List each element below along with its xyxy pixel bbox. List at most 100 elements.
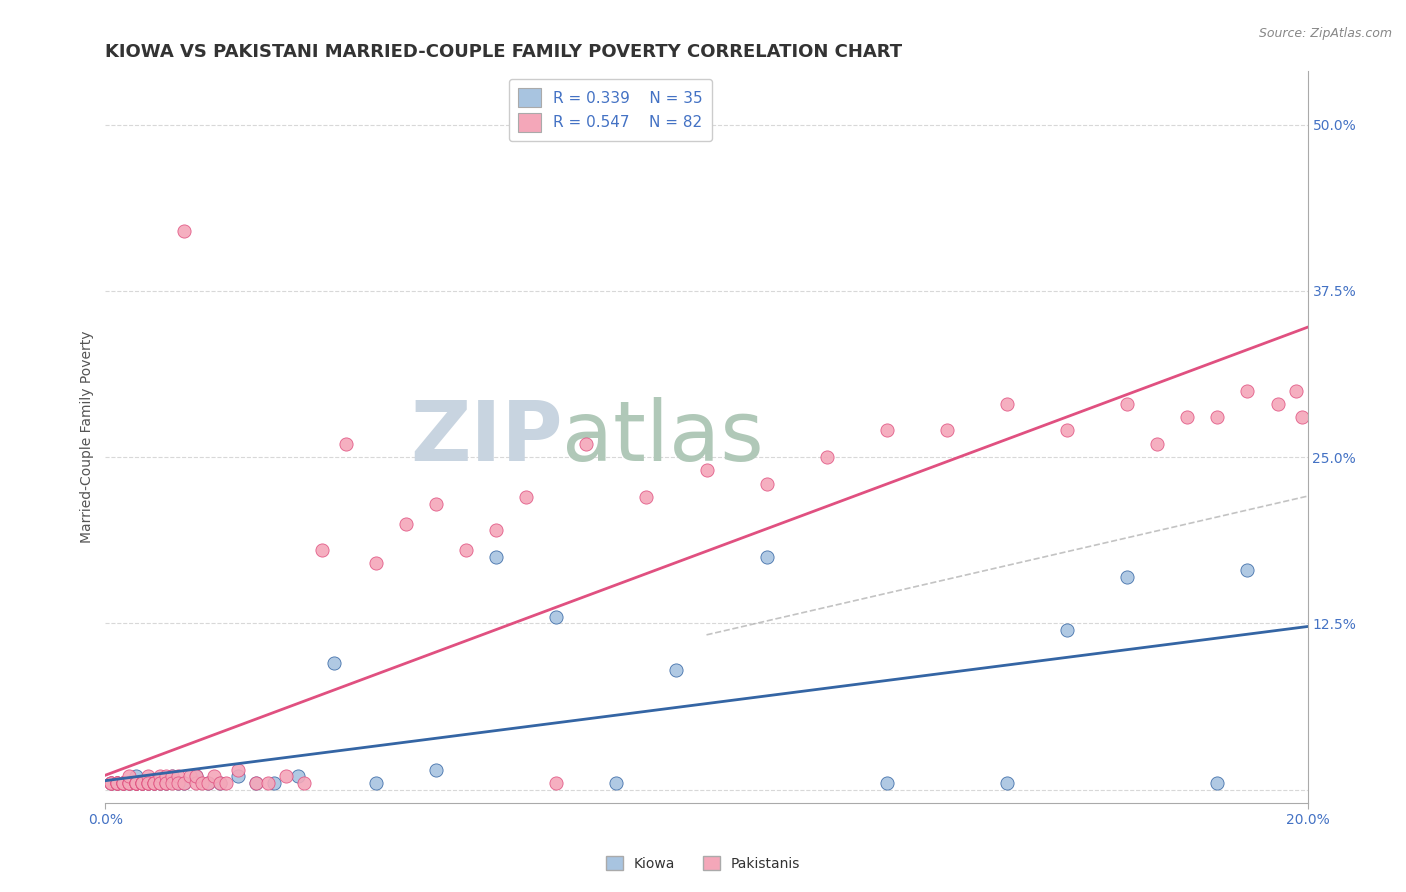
Point xyxy=(155,776,177,790)
Point xyxy=(148,776,170,790)
Point xyxy=(118,776,141,790)
Point xyxy=(1116,570,1139,584)
Point xyxy=(142,776,165,790)
Point xyxy=(100,776,122,790)
Point xyxy=(292,776,315,790)
Point xyxy=(1056,424,1078,438)
Text: KIOWA VS PAKISTANI MARRIED-COUPLE FAMILY POVERTY CORRELATION CHART: KIOWA VS PAKISTANI MARRIED-COUPLE FAMILY… xyxy=(105,44,903,62)
Point xyxy=(256,776,278,790)
Point xyxy=(166,776,188,790)
Point xyxy=(287,769,309,783)
Point xyxy=(665,663,688,677)
Point xyxy=(274,769,297,783)
Point xyxy=(118,776,141,790)
Point xyxy=(755,476,778,491)
Point xyxy=(173,776,195,790)
Point xyxy=(636,490,658,504)
Text: ZIP: ZIP xyxy=(409,397,562,477)
Point xyxy=(160,769,183,783)
Point xyxy=(208,776,231,790)
Point xyxy=(311,543,333,558)
Point xyxy=(179,769,201,783)
Point xyxy=(124,776,146,790)
Point xyxy=(107,776,129,790)
Point xyxy=(208,776,231,790)
Point xyxy=(1146,436,1168,450)
Point xyxy=(1116,397,1139,411)
Point xyxy=(184,769,207,783)
Point xyxy=(148,776,170,790)
Point xyxy=(155,776,177,790)
Point xyxy=(112,776,135,790)
Point xyxy=(136,776,159,790)
Point xyxy=(995,776,1018,790)
Point xyxy=(1175,410,1198,425)
Point xyxy=(190,776,212,790)
Point xyxy=(124,776,146,790)
Point xyxy=(142,776,165,790)
Point xyxy=(1236,384,1258,398)
Point xyxy=(197,776,219,790)
Point xyxy=(142,776,165,790)
Point xyxy=(226,763,249,777)
Point xyxy=(515,490,537,504)
Point xyxy=(107,776,129,790)
Point xyxy=(245,776,267,790)
Point xyxy=(876,424,898,438)
Point xyxy=(166,776,188,790)
Point xyxy=(184,769,207,783)
Point xyxy=(136,769,159,783)
Point xyxy=(605,776,627,790)
Point xyxy=(112,776,135,790)
Point xyxy=(936,424,959,438)
Point xyxy=(995,397,1018,411)
Point xyxy=(335,436,357,450)
Point xyxy=(155,769,177,783)
Point xyxy=(876,776,898,790)
Point xyxy=(1056,623,1078,637)
Point xyxy=(395,516,418,531)
Point xyxy=(546,609,568,624)
Point xyxy=(124,776,146,790)
Point xyxy=(107,776,129,790)
Point xyxy=(755,549,778,564)
Point xyxy=(425,763,447,777)
Point xyxy=(136,776,159,790)
Point xyxy=(364,557,387,571)
Point xyxy=(131,776,153,790)
Point xyxy=(155,776,177,790)
Point xyxy=(100,776,122,790)
Point xyxy=(173,224,195,238)
Point xyxy=(815,450,838,464)
Point xyxy=(1284,384,1306,398)
Y-axis label: Married-Couple Family Poverty: Married-Couple Family Poverty xyxy=(80,331,94,543)
Point xyxy=(485,523,508,537)
Point xyxy=(112,776,135,790)
Point xyxy=(160,769,183,783)
Point xyxy=(118,776,141,790)
Point xyxy=(124,776,146,790)
Point xyxy=(1206,410,1229,425)
Point xyxy=(546,776,568,790)
Text: Source: ZipAtlas.com: Source: ZipAtlas.com xyxy=(1258,27,1392,40)
Point xyxy=(112,776,135,790)
Point xyxy=(364,776,387,790)
Point xyxy=(100,776,122,790)
Point xyxy=(197,776,219,790)
Point xyxy=(131,776,153,790)
Point xyxy=(1236,563,1258,577)
Legend: Kiowa, Pakistanis: Kiowa, Pakistanis xyxy=(600,850,806,876)
Point xyxy=(100,776,122,790)
Legend: R = 0.339    N = 35, R = 0.547    N = 82: R = 0.339 N = 35, R = 0.547 N = 82 xyxy=(509,79,711,141)
Point xyxy=(107,776,129,790)
Point xyxy=(696,463,718,477)
Point xyxy=(425,497,447,511)
Point xyxy=(485,549,508,564)
Point xyxy=(1267,397,1289,411)
Point xyxy=(118,769,141,783)
Point xyxy=(131,776,153,790)
Point xyxy=(136,776,159,790)
Point xyxy=(184,776,207,790)
Point xyxy=(124,776,146,790)
Point xyxy=(322,656,344,670)
